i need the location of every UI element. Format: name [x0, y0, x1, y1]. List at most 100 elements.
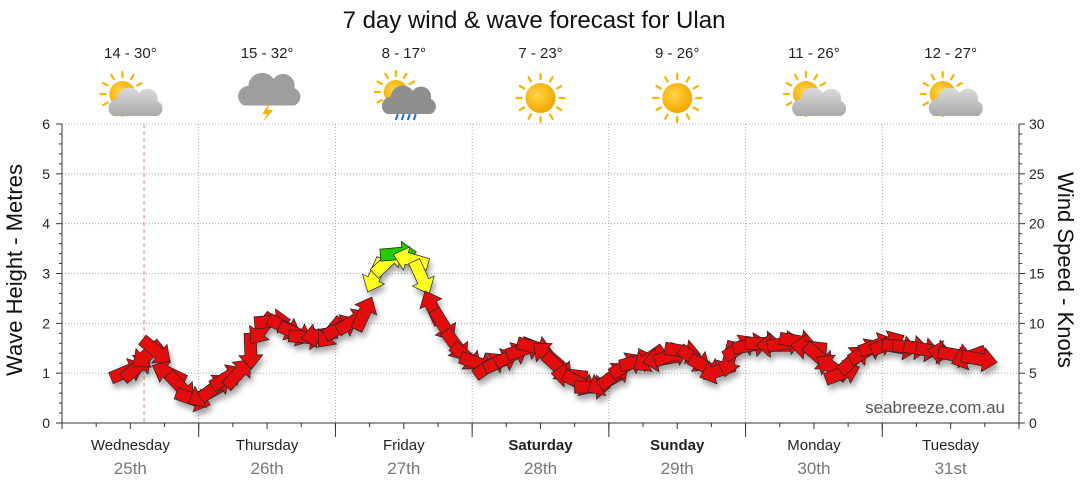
- y-tick-left: 5: [42, 166, 50, 182]
- sun-ray: [692, 106, 700, 112]
- date-label: 25th: [114, 459, 147, 478]
- date-label: 26th: [251, 459, 284, 478]
- sun-ray: [930, 73, 936, 81]
- wind-arrow: [221, 359, 251, 392]
- sun-ray: [664, 76, 669, 83]
- sun-ray: [129, 73, 135, 81]
- sun-ray: [956, 81, 963, 87]
- sun-ray: [950, 73, 955, 81]
- sun-ray: [793, 73, 799, 81]
- rain-drop: [394, 113, 399, 121]
- date-label: 29th: [661, 459, 694, 478]
- sun-disc: [662, 83, 693, 113]
- temperature-range: 11 - 26°: [788, 45, 840, 62]
- sun-ray: [664, 113, 669, 120]
- cloud-shape: [108, 87, 163, 116]
- wind-arrows: [108, 240, 998, 413]
- y-tick-left: 2: [42, 315, 50, 331]
- sun-ray: [527, 76, 533, 83]
- day-label: Saturday: [508, 437, 573, 454]
- y-axis-label-right: Wind Speed - Knots: [1053, 172, 1078, 368]
- day-label: Friday: [383, 437, 425, 454]
- chart-axes: 0 1 2 3 4 5 6 0 5 10 15 20 25 30 Wednesday 25th Thursday…: [42, 116, 1045, 478]
- rain-drop: [412, 113, 417, 121]
- rain-drop: [406, 113, 411, 121]
- y-tick-right: 10: [1029, 315, 1045, 331]
- date-label: 31st: [935, 459, 967, 478]
- sun-ray: [384, 72, 389, 80]
- y-tick-right: 15: [1029, 266, 1045, 282]
- sun-ray: [548, 113, 554, 120]
- wind-arrow: [238, 332, 264, 370]
- rain-drop: [400, 113, 405, 121]
- y-tick-left: 1: [42, 365, 50, 381]
- wind-arrow: [350, 296, 378, 333]
- temperature-range: 7 - 23°: [518, 45, 562, 62]
- daily-forecast-row: 14 - 30° 15 - 32° 8 - 17° 7 - 23° 9 - 26° 11 …: [99, 45, 983, 124]
- sun-ray: [922, 81, 930, 87]
- chart-title: 7 day wind & wave forecast for Ulan: [343, 7, 726, 34]
- temperature-range: 14 - 30°: [104, 45, 157, 62]
- day-label: Thursday: [236, 437, 299, 454]
- sun-ray: [102, 101, 109, 107]
- date-label: 27th: [387, 459, 420, 478]
- partly-cloudy-icon: [99, 70, 163, 118]
- sun-ray: [135, 81, 143, 87]
- sun-ray: [555, 84, 563, 90]
- chart-grid: [62, 123, 1019, 423]
- temperature-range: 9 - 26°: [655, 45, 699, 62]
- sun-ray: [408, 80, 416, 86]
- sun-ray: [110, 73, 115, 81]
- day-label: Wednesday: [91, 437, 170, 454]
- wind-arrow: [960, 347, 998, 373]
- sun-cloud-rain-icon: [373, 69, 437, 121]
- y-tick-right: 0: [1029, 415, 1037, 431]
- partly-cloudy-icon: [919, 70, 983, 118]
- date-label: 28th: [524, 459, 557, 478]
- temperature-range: 15 - 32°: [241, 45, 294, 62]
- sun-ray: [518, 84, 526, 90]
- y-tick-left: 0: [42, 415, 50, 431]
- day-label: Sunday: [650, 437, 705, 454]
- y-axis-label-left: Wave Height - Metres: [2, 164, 27, 376]
- sun-ray: [655, 106, 662, 112]
- sunny-icon: [652, 72, 703, 124]
- sun-ray: [819, 81, 827, 87]
- sun-ray: [813, 73, 819, 81]
- sun-ray: [655, 84, 662, 90]
- lightning-bolt: [262, 104, 274, 122]
- sun-ray: [376, 98, 384, 104]
- sunny-icon: [515, 72, 566, 124]
- sun-ray: [518, 106, 526, 112]
- cloud-shape: [381, 85, 437, 114]
- sun-ray: [685, 113, 691, 120]
- temperature-range: 12 - 27°: [924, 45, 977, 62]
- sun-ray: [692, 84, 700, 90]
- sun-ray: [785, 81, 793, 87]
- temperature-range: 8 - 17°: [382, 45, 426, 62]
- y-tick-right: 5: [1029, 365, 1037, 381]
- sun-ray: [102, 81, 109, 87]
- sun-ray: [685, 76, 691, 83]
- y-tick-left: 6: [42, 116, 50, 132]
- sun-ray: [548, 76, 554, 83]
- day-label: Tuesday: [922, 437, 979, 454]
- sun-disc: [525, 83, 556, 113]
- thunderstorm-icon: [238, 72, 301, 122]
- y-tick-left: 3: [42, 266, 50, 282]
- sun-ray: [785, 101, 793, 107]
- partly-cloudy-icon: [782, 70, 847, 118]
- cloud-shape: [928, 87, 983, 116]
- day-label: Monday: [787, 437, 841, 454]
- y-tick-right: 20: [1029, 216, 1045, 232]
- sun-ray: [555, 106, 563, 112]
- y-tick-right: 25: [1029, 166, 1045, 182]
- cloud-shape: [792, 87, 847, 116]
- sun-ray: [402, 72, 408, 80]
- y-tick-right: 30: [1029, 116, 1045, 132]
- y-tick-left: 4: [42, 216, 50, 232]
- watermark: seabreeze.com.au: [865, 398, 1005, 417]
- sun-ray: [527, 113, 533, 120]
- cloud-shape: [238, 72, 301, 106]
